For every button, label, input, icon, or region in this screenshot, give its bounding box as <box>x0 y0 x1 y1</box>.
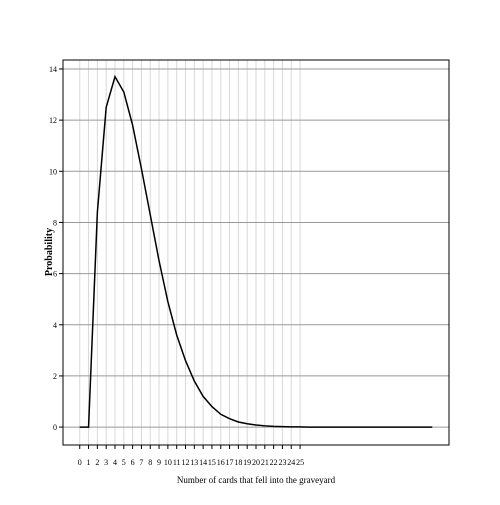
x-tick-label: 22 <box>270 458 278 467</box>
x-tick-label: 15 <box>208 458 216 467</box>
x-tick-label: 16 <box>217 458 225 467</box>
x-tick-label: 24 <box>287 458 295 467</box>
y-tick-label: 2 <box>53 372 57 381</box>
x-tick-label: 21 <box>261 458 269 467</box>
x-tick-label: 7 <box>139 458 143 467</box>
x-axis-label: Number of cards that fell into the grave… <box>177 475 336 485</box>
x-tick-label: 4 <box>113 458 117 467</box>
x-tick-label: 6 <box>131 458 135 467</box>
x-tick-label: 3 <box>104 458 108 467</box>
x-tick-label: 25 <box>296 458 304 467</box>
y-tick-label: 6 <box>53 270 57 279</box>
x-tick-label: 17 <box>226 458 234 467</box>
x-tick-label: 8 <box>148 458 152 467</box>
x-tick-label: 12 <box>181 458 189 467</box>
plot-frame <box>62 59 450 446</box>
x-tick-label: 13 <box>190 458 198 467</box>
x-tick-label: 14 <box>199 458 207 467</box>
x-tick-label: 10 <box>164 458 172 467</box>
y-tick-label: 0 <box>53 423 57 432</box>
y-tick-label: 8 <box>53 218 57 227</box>
x-tick-label: 23 <box>278 458 286 467</box>
y-tick-label: 10 <box>49 167 57 176</box>
x-tick-label: 0 <box>78 458 82 467</box>
y-tick-label: 14 <box>49 65 57 74</box>
x-tick-label: 18 <box>234 458 242 467</box>
x-tick-label: 20 <box>252 458 260 467</box>
y-tick-label: 12 <box>49 116 57 125</box>
x-tick-label: 1 <box>87 458 91 467</box>
y-tick-label: 4 <box>53 321 57 330</box>
x-tick-label: 9 <box>157 458 161 467</box>
y-axis-label: Probability <box>44 228 55 276</box>
x-tick-label: 5 <box>122 458 126 467</box>
x-tick-label: 11 <box>173 458 181 467</box>
line-series <box>79 74 433 428</box>
x-tick-label: 19 <box>243 458 251 467</box>
x-tick-label: 2 <box>95 458 99 467</box>
